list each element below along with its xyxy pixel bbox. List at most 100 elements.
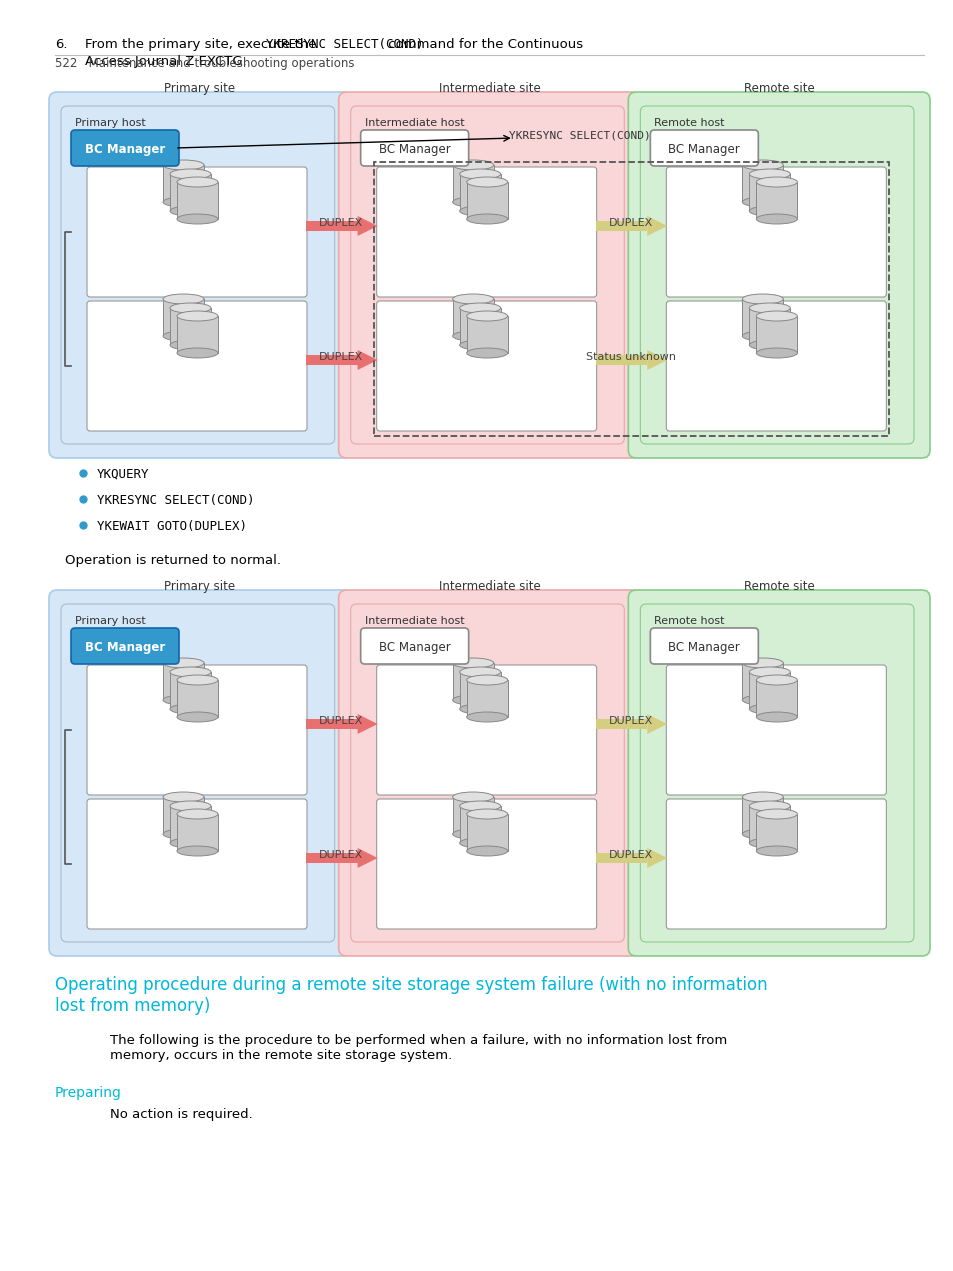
Bar [595,355,646,365]
Text: 6.: 6. [55,38,68,51]
Text: Intermediate site: Intermediate site [438,83,539,95]
Bar [741,165,782,202]
Text: Intermediate host: Intermediate host [364,118,464,128]
FancyBboxPatch shape [628,590,929,956]
Bar [748,672,789,709]
Text: DUPLEX: DUPLEX [608,850,653,860]
Bar [177,316,218,353]
Ellipse shape [748,838,789,848]
Text: DUPLEX: DUPLEX [608,219,653,228]
FancyBboxPatch shape [71,628,179,663]
Polygon shape [357,350,377,370]
Ellipse shape [163,695,204,705]
Text: DUPLEX: DUPLEX [318,219,363,228]
Ellipse shape [466,810,507,819]
Text: Primary host: Primary host [75,118,146,128]
Ellipse shape [452,330,493,341]
Text: Primary site: Primary site [164,83,235,95]
Bar [748,174,789,211]
Ellipse shape [163,792,204,802]
FancyBboxPatch shape [71,130,179,167]
FancyBboxPatch shape [639,604,913,942]
Ellipse shape [741,792,782,802]
Ellipse shape [452,658,493,669]
Text: DUPLEX: DUPLEX [608,716,653,726]
FancyBboxPatch shape [49,590,351,956]
Text: command for the Continuous: command for the Continuous [383,38,582,51]
Bar [163,299,204,336]
Ellipse shape [170,341,211,350]
Ellipse shape [756,348,797,358]
Ellipse shape [756,214,797,224]
Ellipse shape [459,801,500,811]
FancyBboxPatch shape [665,665,885,794]
Text: Remote site: Remote site [743,580,814,594]
Bar [374,161,888,436]
FancyBboxPatch shape [87,665,307,794]
Bar [756,182,797,219]
Ellipse shape [177,311,218,322]
Ellipse shape [466,177,507,187]
Text: BC Manager: BC Manager [668,641,740,655]
Ellipse shape [741,829,782,839]
Polygon shape [646,216,667,236]
Ellipse shape [170,704,211,714]
Text: Intermediate site: Intermediate site [438,580,539,594]
Bar [741,663,782,700]
Bar [452,299,493,336]
Ellipse shape [163,658,204,669]
Ellipse shape [748,302,789,313]
Ellipse shape [466,846,507,855]
Text: YKRESYNC SELECT(COND): YKRESYNC SELECT(COND) [97,494,254,507]
Text: Primary host: Primary host [75,616,146,627]
Ellipse shape [177,177,218,187]
Ellipse shape [466,214,507,224]
Bar [756,813,797,852]
Bar [163,165,204,202]
Bar [177,680,218,717]
FancyBboxPatch shape [650,130,758,167]
Bar [595,719,646,730]
FancyBboxPatch shape [338,92,639,458]
Bar [306,355,357,365]
Ellipse shape [756,177,797,187]
Ellipse shape [756,311,797,322]
Ellipse shape [741,294,782,304]
Bar [163,797,204,834]
Ellipse shape [459,838,500,848]
Bar [177,182,218,219]
FancyBboxPatch shape [628,92,929,458]
FancyBboxPatch shape [665,167,885,297]
Ellipse shape [163,197,204,207]
Bar [452,663,493,700]
Ellipse shape [177,675,218,685]
Bar [459,672,500,709]
Text: Remote host: Remote host [654,616,724,627]
Bar [452,165,493,202]
FancyBboxPatch shape [87,301,307,431]
Bar [741,797,782,834]
Ellipse shape [170,801,211,811]
Bar [748,806,789,843]
Polygon shape [646,848,667,868]
Bar [459,174,500,211]
Bar [306,221,357,231]
Ellipse shape [748,206,789,216]
Text: Remote host: Remote host [654,118,724,128]
Bar [595,853,646,863]
Text: Operating procedure during a remote site storage system failure (with no informa: Operating procedure during a remote site… [55,976,767,1014]
Ellipse shape [163,294,204,304]
Ellipse shape [177,846,218,855]
FancyBboxPatch shape [376,301,596,431]
Text: BC Manager: BC Manager [378,144,450,156]
FancyBboxPatch shape [639,105,913,444]
Text: No action is required.: No action is required. [110,1108,253,1121]
FancyBboxPatch shape [665,799,885,929]
Ellipse shape [177,712,218,722]
Ellipse shape [177,348,218,358]
Ellipse shape [163,829,204,839]
Ellipse shape [459,206,500,216]
Ellipse shape [466,348,507,358]
FancyBboxPatch shape [61,105,335,444]
Text: DUPLEX: DUPLEX [318,716,363,726]
